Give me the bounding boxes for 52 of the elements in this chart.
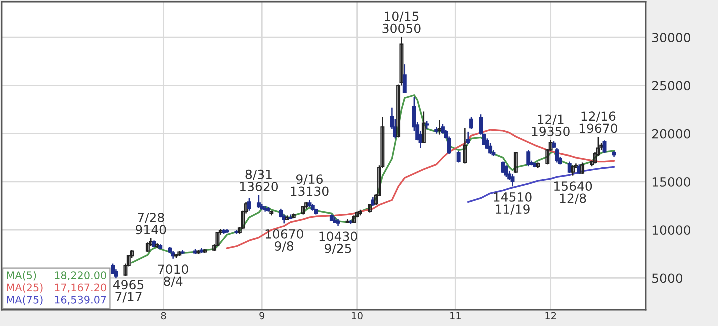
annotation: 4965 7/17 [113,280,144,303]
candlestick [485,138,490,150]
candlestick [216,231,220,248]
y-tick-label: 10000 [652,226,690,236]
candlestick [247,198,252,212]
candlestick [402,64,407,94]
annotation: 14510 11/19 [494,192,532,216]
text: MA(75) [7,296,43,306]
y-tick-label: 15000 [652,177,690,187]
annotation: 10430 9/25 [320,232,358,254]
x-tick-label: 9 [260,312,265,320]
candlestick [504,165,508,178]
candlestick [571,165,576,176]
candlestick [463,127,468,164]
text: MA(25) [7,284,43,293]
candlestick [470,116,474,130]
y-tick-label: 25000 [652,81,690,91]
annotation: 10/15 30050 [382,12,421,34]
y-tick-label: 20000 [652,129,690,139]
annotation: 12/1 19350 [532,114,570,136]
candlestick [466,131,470,146]
x-tick-label: 11 [450,312,461,320]
candlestick [438,120,442,136]
candlestick [440,124,445,134]
annotation: 18,220.00 [55,272,106,281]
candlestick [146,242,150,253]
x-tick-label: 10 [352,312,363,320]
candlestick [256,194,261,209]
y-tick-label: 30000 [652,33,690,43]
x-tick-label: 12 [546,312,556,320]
annotation: 16,539.07 [55,296,106,305]
x-tick-label: 8 [161,312,166,320]
annotation: 7/28 9140 [136,213,166,235]
candlestick [488,142,493,155]
annotation: 8/31 13620 [240,170,278,192]
line-series [468,166,616,204]
annotation: 17,167.20 [55,284,106,293]
annotation: 9/16 13130 [291,174,329,196]
text: MA(5) [7,271,36,281]
candlestick [510,174,515,188]
candlestick [111,263,116,276]
candlestick [580,162,585,175]
annotation: 7010 8/4 [158,264,188,288]
y-tick-label: 5000 [652,274,683,284]
line-series [131,94,616,264]
annotation: 15640 12/8 [554,182,592,204]
candlestick [514,152,518,174]
annotation: 10670 9/8 [266,229,304,252]
candlestick [526,150,531,168]
annotation: 12/16 19670 [580,112,618,134]
candlestick [422,111,426,144]
candlestick [352,215,356,224]
